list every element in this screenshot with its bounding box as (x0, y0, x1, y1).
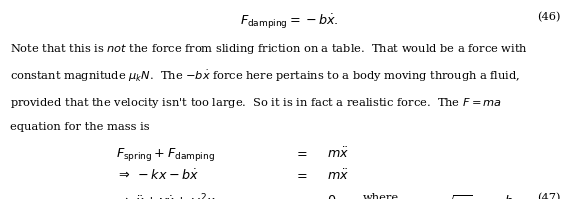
Text: $\gamma \equiv \dfrac{b}{m}.$: $\gamma \equiv \dfrac{b}{m}.$ (479, 193, 521, 199)
Text: equation for the mass is: equation for the mass is (10, 122, 150, 132)
Text: $\omega_0 \equiv \sqrt{\dfrac{k}{m}},$: $\omega_0 \equiv \sqrt{\dfrac{k}{m}},$ (407, 193, 476, 199)
Text: $=$: $=$ (294, 193, 307, 199)
Text: provided that the velocity isn't too large.  So it is in fact a realistic force.: provided that the velocity isn't too lar… (10, 96, 502, 109)
Text: where: where (363, 193, 399, 199)
Text: $m\ddot{x}$: $m\ddot{x}$ (327, 168, 349, 183)
Text: (47): (47) (537, 193, 561, 199)
Text: (46): (46) (537, 12, 561, 22)
Text: constant magnitude $\mu_k N$.  The $-b\dot{x}$ force here pertains to a body mov: constant magnitude $\mu_k N$. The $-b\do… (10, 69, 521, 84)
Text: $\Rightarrow\;\ddot{x} + \gamma\dot{x} + \omega_0^2 x$: $\Rightarrow\;\ddot{x} + \gamma\dot{x} +… (116, 193, 216, 199)
Text: $=$: $=$ (294, 168, 307, 181)
Text: $m\ddot{x}$: $m\ddot{x}$ (327, 146, 349, 161)
Text: $=$: $=$ (294, 146, 307, 159)
Text: $\Rightarrow\;-kx - b\dot{x}$: $\Rightarrow\;-kx - b\dot{x}$ (116, 168, 199, 183)
Text: $0,$: $0,$ (327, 193, 339, 199)
Text: $F_{\mathrm{spring}} + F_{\mathrm{damping}}$: $F_{\mathrm{spring}} + F_{\mathrm{dampin… (116, 146, 214, 163)
Text: Note that this is $\mathit{not}$ the force from sliding friction on a table.  Th: Note that this is $\mathit{not}$ the for… (10, 42, 528, 56)
Text: $F_{\mathrm{damping}} = -b\dot{x}.$: $F_{\mathrm{damping}} = -b\dot{x}.$ (240, 12, 338, 30)
